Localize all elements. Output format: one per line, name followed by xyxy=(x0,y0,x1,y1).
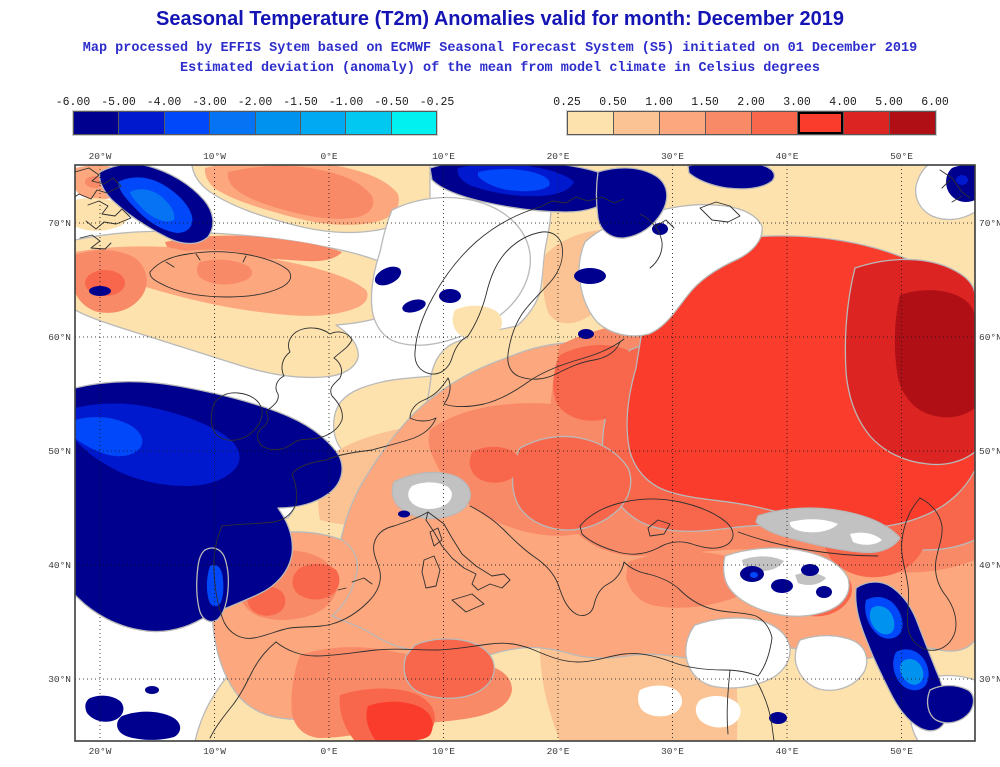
lon-label-bottom: 20°W xyxy=(89,746,112,757)
legend-cell-p4 xyxy=(706,112,752,134)
legend-cell-n8 xyxy=(391,112,437,134)
negative-anomaly-legend: -6.00 -5.00 -4.00 -3.00 -2.00 -1.50 -1.0… xyxy=(56,96,455,135)
map-graphic xyxy=(75,165,975,741)
legend-tick: -5.00 xyxy=(101,96,136,109)
lon-label-top: 40°E xyxy=(776,151,799,162)
lon-label-top: 10°E xyxy=(432,151,455,162)
negative-anomaly-regions xyxy=(75,165,975,740)
legend-tick: 3.00 xyxy=(783,96,811,109)
lat-label-left: 30°N xyxy=(48,674,71,685)
negative-legend-ticks: -6.00 -5.00 -4.00 -3.00 -2.00 -1.50 -1.0… xyxy=(56,96,455,111)
legend-tick: 0.50 xyxy=(599,96,627,109)
page-title: Seasonal Temperature (T2m) Anomalies val… xyxy=(156,8,844,30)
subtitle-line-1: Map processed by EFFIS Sytem based on EC… xyxy=(82,41,918,56)
legend-tick: 0.25 xyxy=(553,96,581,109)
lon-label-bottom: 0°E xyxy=(320,746,337,757)
legend-cell-n4 xyxy=(210,112,256,134)
positive-legend-colorbar xyxy=(567,111,936,135)
legend-tick: -4.00 xyxy=(146,96,182,109)
map-frame xyxy=(74,164,976,742)
legend-cell-n5 xyxy=(255,112,301,134)
legend-cell-n1 xyxy=(74,112,120,134)
lat-label-right: 40°N xyxy=(979,560,1000,571)
lon-label-top: 50°E xyxy=(890,151,913,162)
legend-tick: -1.00 xyxy=(328,96,364,109)
lon-label-bottom: 40°E xyxy=(776,746,799,757)
legend-cell-p2 xyxy=(614,112,660,134)
lat-label-left: 70°N xyxy=(48,218,71,229)
lon-label-bottom: 30°E xyxy=(661,746,684,757)
legend-tick: -1.50 xyxy=(283,96,318,109)
legend-tick: -0.25 xyxy=(419,96,455,109)
legend-tick: 5.00 xyxy=(875,96,903,109)
lon-label-bottom: 50°E xyxy=(890,746,913,757)
lon-label-top: 20°E xyxy=(547,151,570,162)
legend-tick: -2.00 xyxy=(237,96,273,109)
lat-label-left: 40°N xyxy=(48,560,71,571)
legend-tick: 4.00 xyxy=(829,96,857,109)
legend-cell-n3 xyxy=(164,112,211,134)
legend-tick: -3.00 xyxy=(192,96,227,109)
subtitle-line-2: Estimated deviation (anomaly) of the mea… xyxy=(179,61,820,76)
legend-cell-p8 xyxy=(890,112,935,134)
axis-labels: 20°W 10°W 0°E 10°E 20°E 30°E 40°E 50°E 2… xyxy=(48,151,1000,757)
lon-label-top: 20°W xyxy=(89,151,112,162)
legend-tick: -0.50 xyxy=(374,96,409,109)
legend-cell-p1 xyxy=(568,112,614,134)
lat-label-left: 50°N xyxy=(48,446,71,457)
legend-cell-p6-highlighted xyxy=(798,112,844,134)
legend-tick: 1.50 xyxy=(691,96,719,109)
legend-tick: -6.00 xyxy=(55,96,91,109)
positive-anomaly-legend: 0.25 0.50 1.00 1.50 2.00 3.00 4.00 5.00 … xyxy=(553,96,949,135)
lon-label-top: 10°W xyxy=(203,151,226,162)
legend-tick: 6.00 xyxy=(921,96,949,109)
terrain-grey-regions xyxy=(391,471,901,586)
lon-label-bottom: 20°E xyxy=(547,746,570,757)
graticule xyxy=(75,165,975,741)
lat-label-right: 70°N xyxy=(979,218,1000,229)
legend-cell-p5 xyxy=(752,112,798,134)
lon-label-top: 30°E xyxy=(661,151,684,162)
europe-anomaly-map: 20°W 10°W 0°E 10°E 20°E 30°E 40°E 50°E 2… xyxy=(48,151,1000,757)
legend-tick: 2.00 xyxy=(737,96,765,109)
legend-cell-n2 xyxy=(119,112,165,134)
lat-label-right: 30°N xyxy=(979,674,1000,685)
lat-label-right: 60°N xyxy=(979,332,1000,343)
legend-cell-p3 xyxy=(660,112,706,134)
legend-cell-n6 xyxy=(300,112,347,134)
lon-label-bottom: 10°W xyxy=(203,746,226,757)
legend-cell-p7 xyxy=(844,112,890,134)
legend-cell-n7 xyxy=(346,112,392,134)
legend-tick: 1.00 xyxy=(645,96,673,109)
coastlines xyxy=(75,167,971,741)
lon-label-bottom: 10°E xyxy=(432,746,455,757)
lon-label-top: 0°E xyxy=(320,151,337,162)
lat-label-left: 60°N xyxy=(48,332,71,343)
lat-label-right: 50°N xyxy=(979,446,1000,457)
positive-legend-ticks: 0.25 0.50 1.00 1.50 2.00 3.00 4.00 5.00 … xyxy=(553,96,949,111)
negative-legend-colorbar xyxy=(73,111,438,135)
